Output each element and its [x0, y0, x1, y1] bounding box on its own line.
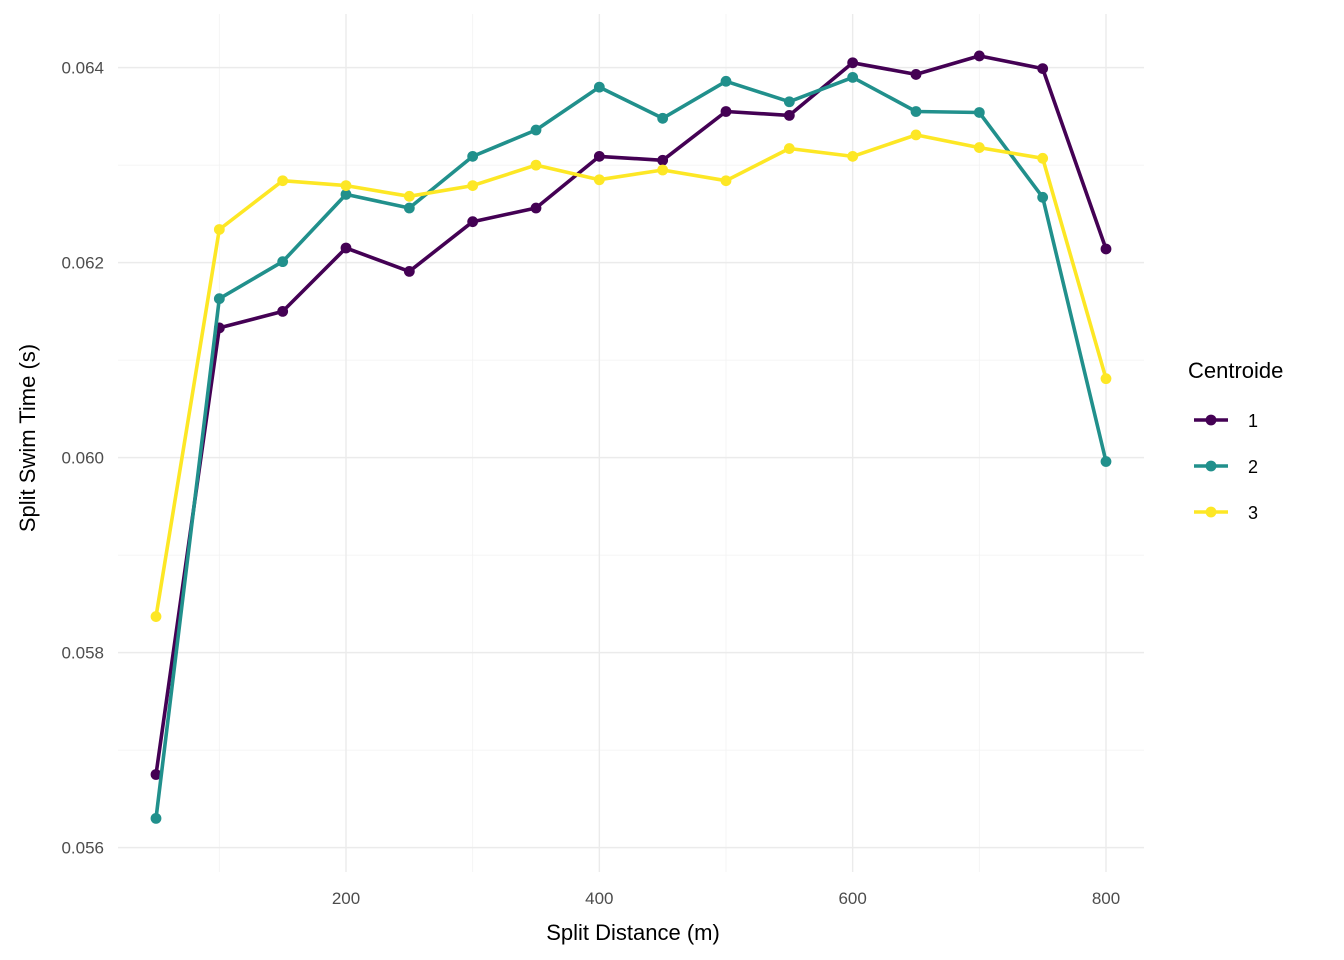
legend-item-1: 1 [1194, 411, 1258, 431]
y-tick-label: 0.058 [61, 644, 104, 663]
legend-key-point [1205, 414, 1217, 426]
series-2 [150, 71, 1112, 824]
data-point [783, 96, 795, 108]
data-point [1100, 456, 1112, 467]
legend-item-2: 2 [1194, 457, 1258, 477]
data-point [783, 143, 795, 154]
data-point [1037, 152, 1049, 164]
data-point [593, 150, 605, 162]
data-point [593, 81, 605, 93]
data-point [973, 142, 985, 153]
data-point [657, 164, 669, 176]
legend-key-point [1205, 506, 1217, 518]
data-point [910, 129, 922, 141]
legend-label: 1 [1248, 411, 1258, 431]
data-point [783, 110, 795, 121]
legend: Centroide 1 2 3 [1188, 358, 1283, 523]
data-point [467, 216, 479, 228]
data-point [150, 812, 162, 824]
legend-label: 3 [1248, 503, 1258, 523]
data-point [973, 107, 985, 118]
grid-lines [118, 14, 1144, 872]
data-point [277, 256, 289, 268]
data-point [1100, 373, 1112, 385]
legend-title: Centroide [1188, 358, 1283, 383]
legend-label: 2 [1248, 457, 1258, 477]
series-lines [150, 50, 1112, 824]
axis-tick-labels: 200 400 600 800 0.056 0.058 0.060 0.062 0.064 [61, 59, 1120, 908]
data-point [657, 154, 669, 166]
data-point [277, 305, 289, 317]
data-point [340, 242, 352, 254]
data-point [213, 224, 225, 235]
data-point [467, 180, 479, 192]
y-tick-label: 0.056 [61, 839, 104, 858]
data-point [1037, 63, 1049, 74]
data-point [847, 57, 859, 69]
data-point [530, 124, 542, 136]
data-point [847, 150, 859, 162]
data-point [593, 174, 605, 186]
data-point [403, 266, 415, 277]
data-point [530, 202, 542, 214]
x-axis-title: Split Distance (m) [546, 920, 720, 945]
data-point [150, 611, 162, 622]
data-point [340, 188, 352, 200]
legend-item-3: 3 [1194, 503, 1258, 523]
data-point [910, 106, 922, 117]
data-point [530, 159, 542, 171]
legend-key-point [1205, 460, 1217, 472]
data-point [1100, 243, 1112, 255]
data-point [720, 106, 732, 117]
y-tick-label: 0.062 [61, 254, 104, 273]
data-point [340, 180, 352, 192]
y-tick-label: 0.064 [61, 59, 104, 78]
data-point [403, 190, 415, 202]
data-point [657, 112, 669, 124]
y-axis-title: Split Swim Time (s) [15, 344, 40, 532]
x-tick-label: 200 [332, 889, 360, 908]
y-tick-label: 0.060 [61, 449, 104, 468]
data-point [720, 175, 732, 187]
series-line-2 [154, 75, 1108, 819]
x-tick-label: 800 [1092, 889, 1120, 908]
legend-items: 1 2 3 [1194, 411, 1258, 523]
data-point [150, 769, 162, 780]
data-point [720, 75, 732, 87]
data-point [277, 175, 289, 187]
series-1 [150, 50, 1112, 780]
data-point [1037, 191, 1049, 203]
x-tick-label: 400 [585, 889, 613, 908]
data-point [467, 150, 479, 162]
data-point [403, 202, 415, 214]
series-line-3 [154, 133, 1108, 617]
data-point [973, 50, 985, 62]
data-point [910, 69, 922, 80]
x-tick-label: 600 [838, 889, 866, 908]
series-3 [150, 129, 1112, 622]
series-line-1 [154, 54, 1108, 775]
data-point [213, 293, 225, 305]
data-point [847, 71, 859, 83]
